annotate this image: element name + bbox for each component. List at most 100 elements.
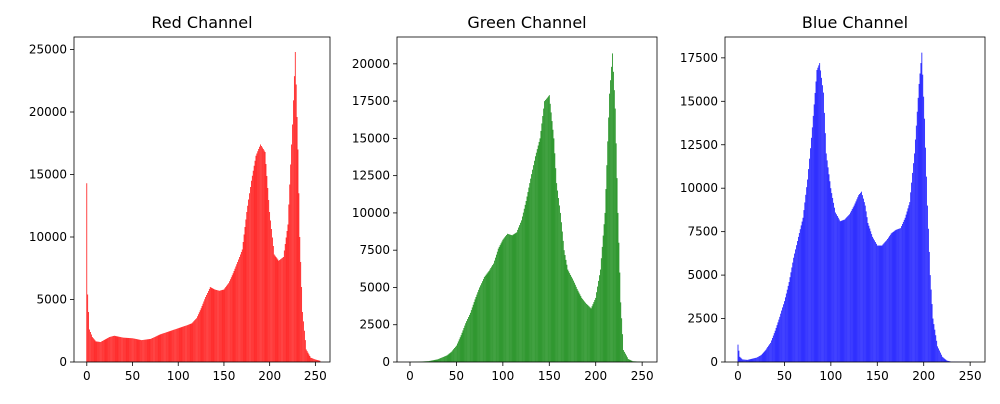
histogram-bar <box>561 222 562 362</box>
histogram-bar <box>773 336 774 362</box>
y-tick-label: 7500 <box>359 243 390 257</box>
histogram-bar <box>830 181 831 362</box>
histogram-bar <box>235 267 236 363</box>
histogram-bar <box>906 215 907 362</box>
histogram-bar <box>459 339 460 362</box>
y-tick-label: 15000 <box>29 168 67 182</box>
histogram-bar <box>244 235 245 363</box>
histogram-bar <box>817 70 818 362</box>
y-tick-label: 15000 <box>680 94 718 108</box>
histogram-bar <box>740 358 741 362</box>
histogram-bar <box>528 188 529 362</box>
histogram-bar <box>200 310 201 362</box>
histogram-bar <box>439 359 440 362</box>
histogram-bar <box>258 149 259 362</box>
x-tick-label: 150 <box>212 369 235 383</box>
histogram-bar <box>457 344 458 362</box>
histogram-bar <box>255 161 256 362</box>
histogram-bar <box>791 272 792 362</box>
y-tick-label: 0 <box>59 355 67 369</box>
y-tick-label: 2500 <box>687 312 718 326</box>
histogram-bar <box>772 338 773 362</box>
histogram-bar <box>197 316 198 362</box>
histogram-bar <box>897 229 898 362</box>
histogram-bar <box>287 231 288 362</box>
histogram-bar <box>847 216 848 362</box>
histogram-bar <box>515 233 516 362</box>
histogram-bar <box>812 127 813 362</box>
histogram-bar <box>165 333 166 362</box>
histogram-bar <box>280 259 281 362</box>
histogram-bar <box>171 330 172 362</box>
histogram-bar <box>265 152 266 362</box>
histogram-bar <box>500 245 501 362</box>
histogram-bar <box>92 337 93 362</box>
histogram-bar <box>868 223 869 362</box>
histogram-bar <box>771 340 772 362</box>
histogram-bar <box>563 241 564 362</box>
x-tick-label: 200 <box>258 369 281 383</box>
histogram-bar <box>541 123 542 362</box>
histogram-bar <box>189 324 190 362</box>
histogram-bar <box>753 358 754 362</box>
histogram-bar <box>804 202 805 362</box>
histogram-bar <box>595 298 596 362</box>
histogram-bar <box>751 359 752 362</box>
histogram-bar <box>914 153 915 362</box>
histogram-bar <box>854 206 855 362</box>
histogram-bar <box>564 250 565 362</box>
histogram-bar <box>118 337 119 362</box>
histogram-bar <box>761 355 762 362</box>
histogram-bar <box>504 237 505 362</box>
y-tick-label: 20000 <box>29 105 67 119</box>
histogram-bar <box>239 257 240 362</box>
histogram-bar <box>486 275 487 362</box>
histogram-bar <box>597 287 598 362</box>
histogram-bar <box>839 219 840 362</box>
histogram-bar <box>441 358 442 362</box>
histogram-bar <box>836 214 837 362</box>
histogram-bar <box>450 353 451 362</box>
y-tick-label: 20000 <box>352 57 390 71</box>
histogram-bar <box>829 174 830 362</box>
histogram-bar <box>522 217 523 363</box>
histogram-bar <box>205 297 206 362</box>
histogram-bar <box>311 358 312 362</box>
y-tick-label: 5000 <box>36 293 67 307</box>
histogram-bar <box>530 179 531 362</box>
histogram-bar <box>173 330 174 362</box>
red-bars <box>86 52 320 362</box>
histogram-bar <box>809 159 810 362</box>
histogram-bar <box>807 180 808 362</box>
histogram-bar <box>465 323 466 362</box>
histogram-bar <box>450 352 451 362</box>
histogram-bar <box>535 156 536 362</box>
histogram-bar <box>293 100 294 362</box>
histogram-bar <box>895 230 896 362</box>
histogram-bar <box>193 321 194 362</box>
histogram-bar <box>460 337 461 362</box>
histogram-bar <box>511 235 512 362</box>
histogram-bar <box>153 338 154 362</box>
histogram-bar <box>835 213 836 362</box>
histogram-bar <box>628 359 629 362</box>
histogram-bar <box>211 288 212 363</box>
histogram-bar <box>210 287 211 362</box>
histogram-bar <box>304 331 305 362</box>
histogram-bar <box>233 273 234 362</box>
histogram-bar <box>207 293 208 362</box>
histogram-bar <box>750 359 751 362</box>
histogram-bar <box>474 302 475 362</box>
histogram-bar <box>788 286 789 362</box>
histogram-bar <box>297 117 298 362</box>
histogram-bar <box>162 334 163 362</box>
histogram-bar <box>577 289 578 362</box>
histogram-bar <box>288 205 289 363</box>
histogram-bar <box>236 264 237 362</box>
histogram-bar <box>802 222 803 362</box>
histogram-bar <box>526 201 527 362</box>
histogram-bar <box>825 133 826 362</box>
histogram-bar <box>299 237 300 362</box>
histogram-bar <box>96 341 97 362</box>
histogram-bar <box>477 292 478 362</box>
